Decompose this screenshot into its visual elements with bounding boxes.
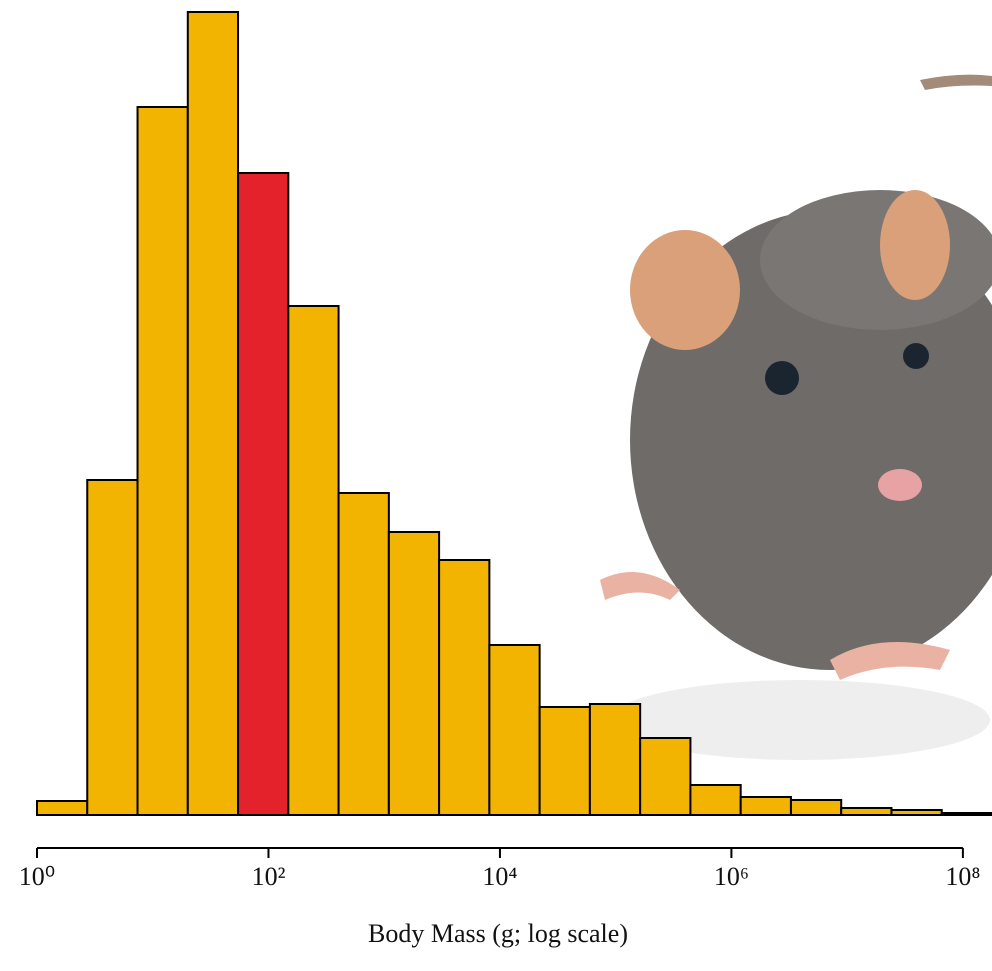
bar	[791, 800, 841, 815]
bar	[489, 645, 539, 815]
bar	[590, 704, 640, 815]
bar	[942, 813, 992, 815]
bar	[741, 797, 791, 815]
x-tick-label: 10²	[252, 862, 286, 891]
bar	[389, 532, 439, 815]
x-tick-label: 10⁰	[19, 862, 55, 891]
bar	[138, 107, 188, 815]
x-tick-label: 10⁸	[945, 862, 980, 891]
bar	[841, 808, 891, 815]
bar	[238, 173, 288, 815]
x-tick-label: 10⁴	[482, 862, 517, 891]
bar	[891, 810, 941, 815]
bar	[87, 480, 137, 815]
bar	[540, 707, 590, 815]
chart: Body Mass (g; log scale) 10⁰ 10² 10⁴ 10⁶ 10⁸	[0, 0, 992, 966]
bar	[37, 801, 87, 815]
bar	[339, 493, 389, 815]
x-tick-label: 10⁶	[714, 862, 749, 891]
bar	[288, 306, 338, 815]
bar	[188, 12, 238, 815]
bar	[690, 785, 740, 815]
bar	[439, 560, 489, 815]
bar	[640, 738, 690, 815]
x-axis-label: Body Mass (g; log scale)	[368, 919, 628, 948]
rat-illustration	[600, 75, 992, 760]
